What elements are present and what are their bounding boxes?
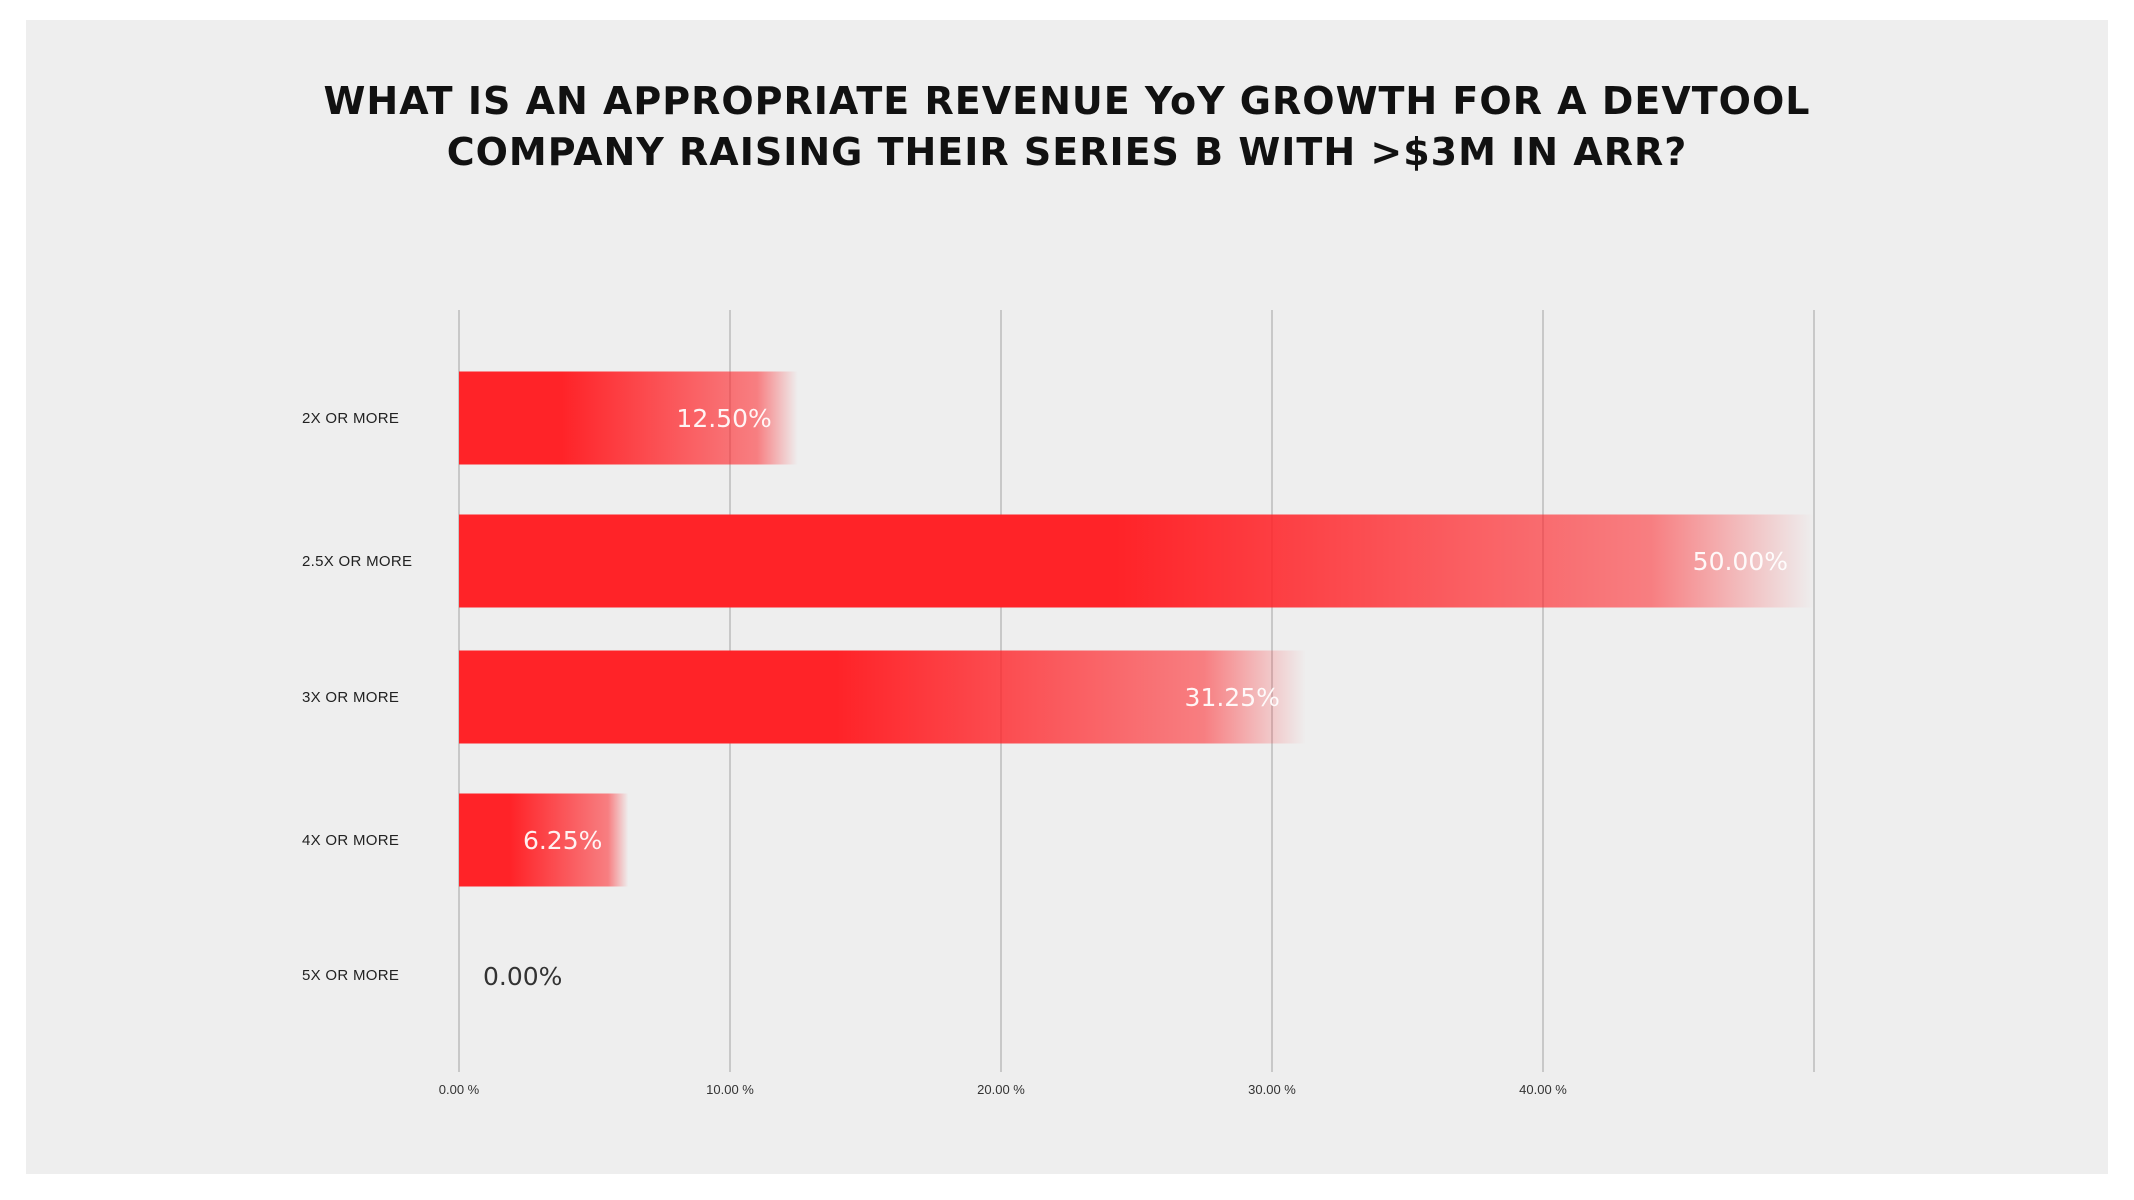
bar [459,793,629,887]
data-label: 12.50% [676,404,771,433]
data-label: 6.25% [523,826,602,855]
x-tick-label: 0.00 % [439,1082,480,1097]
data-label: 50.00% [1693,547,1788,576]
bar [459,514,1814,608]
category-label: 5X OR MORE [302,967,399,984]
category-label: 4X OR MORE [302,832,399,849]
category-label: 2.5X OR MORE [302,553,412,570]
x-tick-label: 40.00 % [1519,1082,1567,1097]
labels: 0.00 % 10.00 % 20.00 % 30.00 % 40.00 % 2X OR … [302,404,1788,1097]
x-tick-label: 30.00 % [1248,1082,1296,1097]
bar [459,650,1306,744]
chart-title-line-2: COMPANY RAISING THEIR SERIES B WITH >$3M… [446,130,1688,174]
category-label: 3X OR MORE [302,689,399,706]
x-tick-label: 20.00 % [977,1082,1025,1097]
x-tick-label: 10.00 % [706,1082,754,1097]
data-label: 31.25% [1185,683,1280,712]
data-label: 0.00% [483,962,562,991]
bars [459,371,1814,887]
category-label: 2X OR MORE [302,410,399,427]
bar [459,371,798,465]
chart-title-line-1: WHAT IS AN APPROPRIATE REVENUE YoY GROWT… [323,79,1811,123]
chart-title: WHAT IS AN APPROPRIATE REVENUE YoY GROWT… [26,76,2108,178]
